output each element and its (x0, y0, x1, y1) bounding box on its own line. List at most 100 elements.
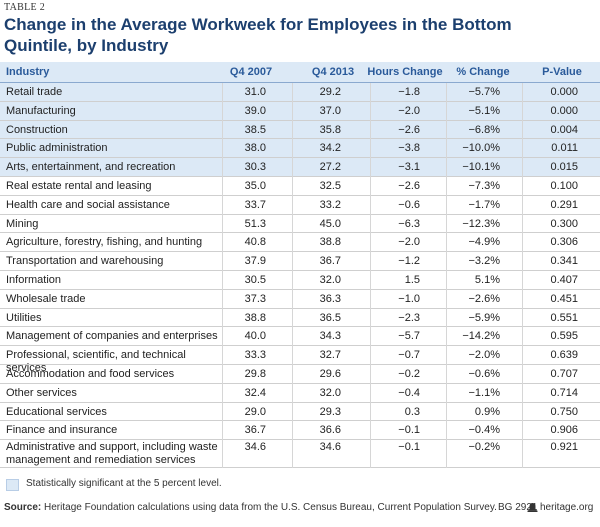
value: −2.6% (468, 292, 501, 305)
value: 33.3 (244, 349, 266, 362)
row-rule (0, 251, 600, 253)
row-rule (0, 213, 600, 215)
value: 0.906 (550, 424, 578, 437)
value: 34.2 (319, 142, 341, 155)
value: −1.1% (468, 386, 501, 399)
table-label: TABLE 2 (4, 2, 46, 13)
value: 29.0 (244, 405, 266, 418)
value: 39.0 (244, 104, 266, 117)
value: −0.7 (398, 349, 420, 362)
value: −5.7% (468, 86, 501, 98)
value: −2.0 (398, 104, 420, 117)
value: 0.595 (550, 330, 578, 343)
row-rule (0, 401, 600, 403)
industry: Transportation and warehousing (6, 255, 164, 268)
value: −4.9% (468, 236, 501, 249)
value: −14.2% (462, 330, 500, 343)
value: −6.8% (468, 123, 501, 136)
value: 31.0 (244, 86, 266, 98)
row-rule (0, 176, 600, 177)
value: 0.551 (550, 311, 578, 324)
value: −1.7% (468, 198, 501, 211)
significant-row (0, 158, 600, 176)
significant-row (0, 139, 600, 158)
value: 32.4 (244, 386, 266, 399)
value: −3.1 (398, 161, 420, 174)
value: 0.306 (550, 236, 578, 249)
value: 32.0 (319, 386, 341, 399)
column-header: P-Value (542, 66, 582, 78)
value: −0.2% (468, 441, 501, 454)
value: −0.1 (398, 424, 420, 437)
value: 36.7 (244, 424, 266, 437)
value: 0.300 (550, 217, 578, 230)
bell-icon (527, 503, 538, 512)
value: 0.100 (550, 180, 578, 192)
column-divider (370, 83, 371, 469)
source-text: Heritage Foundation calculations using d… (44, 502, 497, 513)
value: 0.004 (550, 123, 578, 136)
industry: Information (6, 274, 62, 286)
title: Change in the Average Workweek for Emplo… (4, 15, 512, 55)
report-code: BG 2921 (498, 502, 538, 513)
value: −0.1 (398, 441, 420, 454)
value: −2.6 (398, 123, 420, 136)
value: 32.0 (319, 274, 341, 286)
value: 1.5 (404, 274, 420, 286)
value: 30.5 (244, 274, 266, 286)
value: −0.4% (468, 424, 501, 437)
value: 0.3 (404, 405, 420, 418)
value: 0.451 (550, 292, 578, 305)
legend: Statistically significant at the 5 perce… (26, 478, 222, 489)
industry: Agriculture, forestry, fishing, and hunt… (6, 236, 203, 249)
value: 36.6 (319, 424, 341, 437)
value: −1.8 (398, 86, 420, 98)
value: 33.2 (319, 198, 341, 211)
row-rule (0, 382, 600, 384)
value: 34.3 (319, 330, 341, 343)
value: 38.8 (244, 311, 266, 324)
site: heritage.org (540, 502, 594, 513)
industry: Other services (6, 386, 77, 399)
value: −0.4 (398, 386, 420, 399)
value: −1.2 (398, 255, 420, 268)
value: 38.0 (244, 142, 266, 155)
header-band (0, 62, 600, 82)
row-rule (0, 100, 600, 102)
row-rule (0, 194, 600, 196)
value: 51.3 (244, 217, 266, 230)
value: 38.8 (319, 236, 341, 249)
column-header: Q4 2007 (229, 66, 273, 78)
source-label: Source: (4, 502, 42, 513)
value: 45.0 (319, 217, 341, 230)
row-rule (0, 364, 600, 365)
value: 34.6 (319, 441, 341, 454)
value: 29.6 (319, 368, 341, 380)
value: 0.921 (550, 441, 578, 454)
value: −5.9% (468, 311, 501, 324)
row-rule (0, 307, 600, 309)
row-rule (0, 157, 600, 159)
value: −2.6 (398, 180, 420, 192)
industry: Wholesale trade (6, 292, 86, 305)
value: 37.9 (244, 255, 266, 268)
row-rule (0, 288, 600, 290)
value: 35.0 (244, 180, 266, 192)
industry: Utilities (6, 311, 42, 324)
industry: Construction (6, 123, 68, 136)
value: 30.3 (244, 161, 266, 174)
value: −12.3% (462, 217, 500, 230)
value: 0.000 (550, 104, 578, 117)
value: 0.639 (550, 349, 578, 362)
column-divider (446, 83, 447, 469)
value: 0.707 (550, 368, 578, 380)
value: −6.3 (398, 217, 420, 230)
value: 29.2 (319, 86, 341, 98)
value: 40.0 (244, 330, 266, 343)
column-divider (222, 83, 223, 469)
header-rule (0, 82, 600, 83)
column-header: % Change (456, 66, 510, 78)
value: 36.5 (319, 311, 341, 324)
value: 38.5 (244, 123, 266, 136)
